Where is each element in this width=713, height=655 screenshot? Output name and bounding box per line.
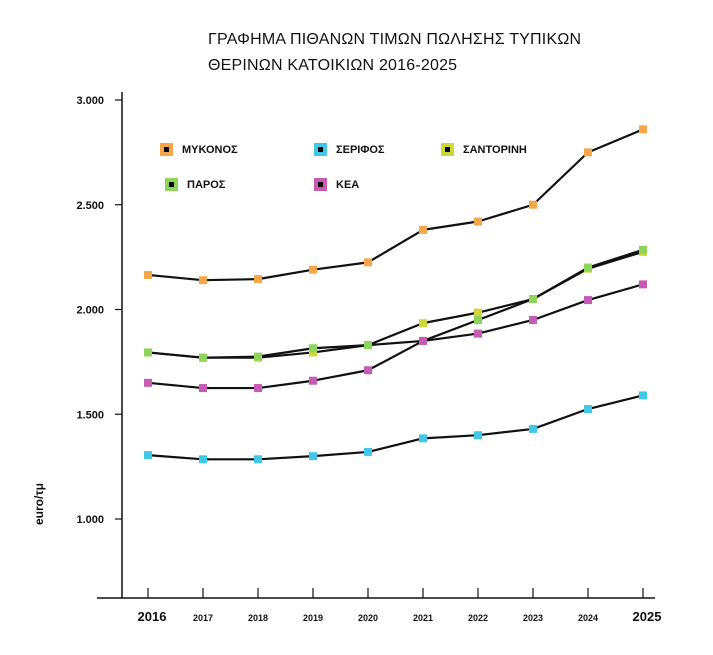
series-line — [147, 248, 644, 359]
data-point — [254, 275, 262, 284]
data-point — [144, 378, 152, 387]
data-point — [474, 315, 482, 324]
data-point — [419, 225, 427, 234]
data-point — [144, 270, 152, 279]
legend-label-paros: ΠΑΡΟΣ — [187, 178, 226, 191]
legend-swatch-santorini — [441, 143, 454, 156]
y-tick-label: 1.000 — [76, 514, 104, 526]
data-point — [584, 263, 592, 272]
data-point — [474, 308, 482, 317]
data-point — [254, 384, 262, 393]
legend-swatch-serifos — [314, 143, 327, 156]
data-point — [309, 344, 317, 353]
x-tick-label: 2023 — [523, 613, 543, 623]
data-point — [639, 280, 647, 289]
chart-title-line-1: ΓΡΑΦΗΜΑ ΠΙΘΑΝΩΝ ΤΙΜΩΝ ΠΩΛΗΣΗΣ ΤΥΠΙΚΩΝ — [208, 31, 582, 48]
data-point — [639, 125, 647, 134]
data-point — [529, 295, 537, 304]
legend-label-serifos: ΣΕΡΙΦΟΣ — [336, 143, 385, 156]
data-point — [364, 366, 372, 375]
legend-item-paros: ΠΑΡΟΣ — [165, 178, 225, 191]
y-tick-label: 3.000 — [76, 95, 104, 107]
x-tick-label: 2017 — [193, 613, 213, 623]
legend-label-santorini: ΣΑΝΤΟΡΙΝΗ — [463, 143, 527, 156]
data-point — [474, 431, 482, 440]
data-point — [529, 424, 537, 433]
data-point — [474, 217, 482, 226]
series-line — [147, 394, 644, 461]
legend-item-santorini: ΣΑΝΤΟΡΙΝΗ — [441, 143, 527, 156]
chart-title: ΓΡΑΦΗΜΑ ΠΙΘΑΝΩΝ ΤΙΜΩΝ ΠΩΛΗΣΗΣ ΤΥΠΙΚΩΝ ΘΕ… — [208, 27, 581, 79]
data-point — [309, 265, 317, 274]
data-point — [199, 353, 207, 362]
data-point — [584, 296, 592, 305]
data-point — [364, 258, 372, 267]
data-point — [144, 348, 152, 357]
data-point — [419, 319, 427, 328]
data-point — [529, 315, 537, 324]
data-point — [254, 455, 262, 464]
data-point — [419, 434, 427, 443]
y-tick-label: 2.500 — [76, 200, 104, 212]
data-point — [199, 384, 207, 393]
series-line — [147, 128, 644, 282]
data-point — [419, 336, 427, 345]
legend-label-kea: ΚΕΑ — [336, 178, 360, 191]
data-point — [474, 329, 482, 338]
legend-swatch-paros — [165, 178, 178, 191]
x-tick-label: 2024 — [578, 613, 598, 623]
data-point — [199, 276, 207, 285]
y-tick-label: 1.500 — [76, 409, 104, 421]
x-tick-label: 2019 — [303, 613, 323, 623]
data-point — [309, 348, 317, 357]
legend-item-serifos: ΣΕΡΙΦΟΣ — [314, 143, 385, 156]
series-line — [147, 250, 644, 359]
data-point — [144, 451, 152, 460]
data-point — [364, 447, 372, 456]
data-point — [639, 245, 647, 254]
series-line — [147, 283, 644, 390]
y-tick-label: 2.000 — [76, 305, 104, 317]
legend-label-mykonos: ΜΥΚΟΝΟΣ — [182, 143, 238, 156]
legend-swatch-kea — [314, 178, 327, 191]
x-tick-label: 2025 — [633, 609, 662, 624]
data-point — [364, 341, 372, 350]
data-point — [584, 148, 592, 157]
data-point — [584, 405, 592, 414]
x-tick-label: 2016 — [138, 609, 167, 624]
data-point — [199, 455, 207, 464]
x-tick-label: 2018 — [248, 613, 268, 623]
x-tick-label: 2021 — [413, 613, 433, 623]
legend-swatch-mykonos — [160, 143, 173, 156]
x-tick-label: 2022 — [468, 613, 488, 623]
chart-title-line-2: ΘΕΡΙΝΩΝ ΚΑΤΟΙΚΙΩΝ 2016-2025 — [208, 57, 458, 74]
x-tick-label: 2020 — [358, 613, 378, 623]
legend-item-mykonos: ΜΥΚΟΝΟΣ — [160, 143, 238, 156]
data-point — [309, 452, 317, 461]
legend-item-kea: ΚΕΑ — [314, 178, 359, 191]
data-point — [529, 200, 537, 209]
data-point — [639, 391, 647, 400]
data-point — [254, 352, 262, 361]
data-point — [309, 376, 317, 385]
